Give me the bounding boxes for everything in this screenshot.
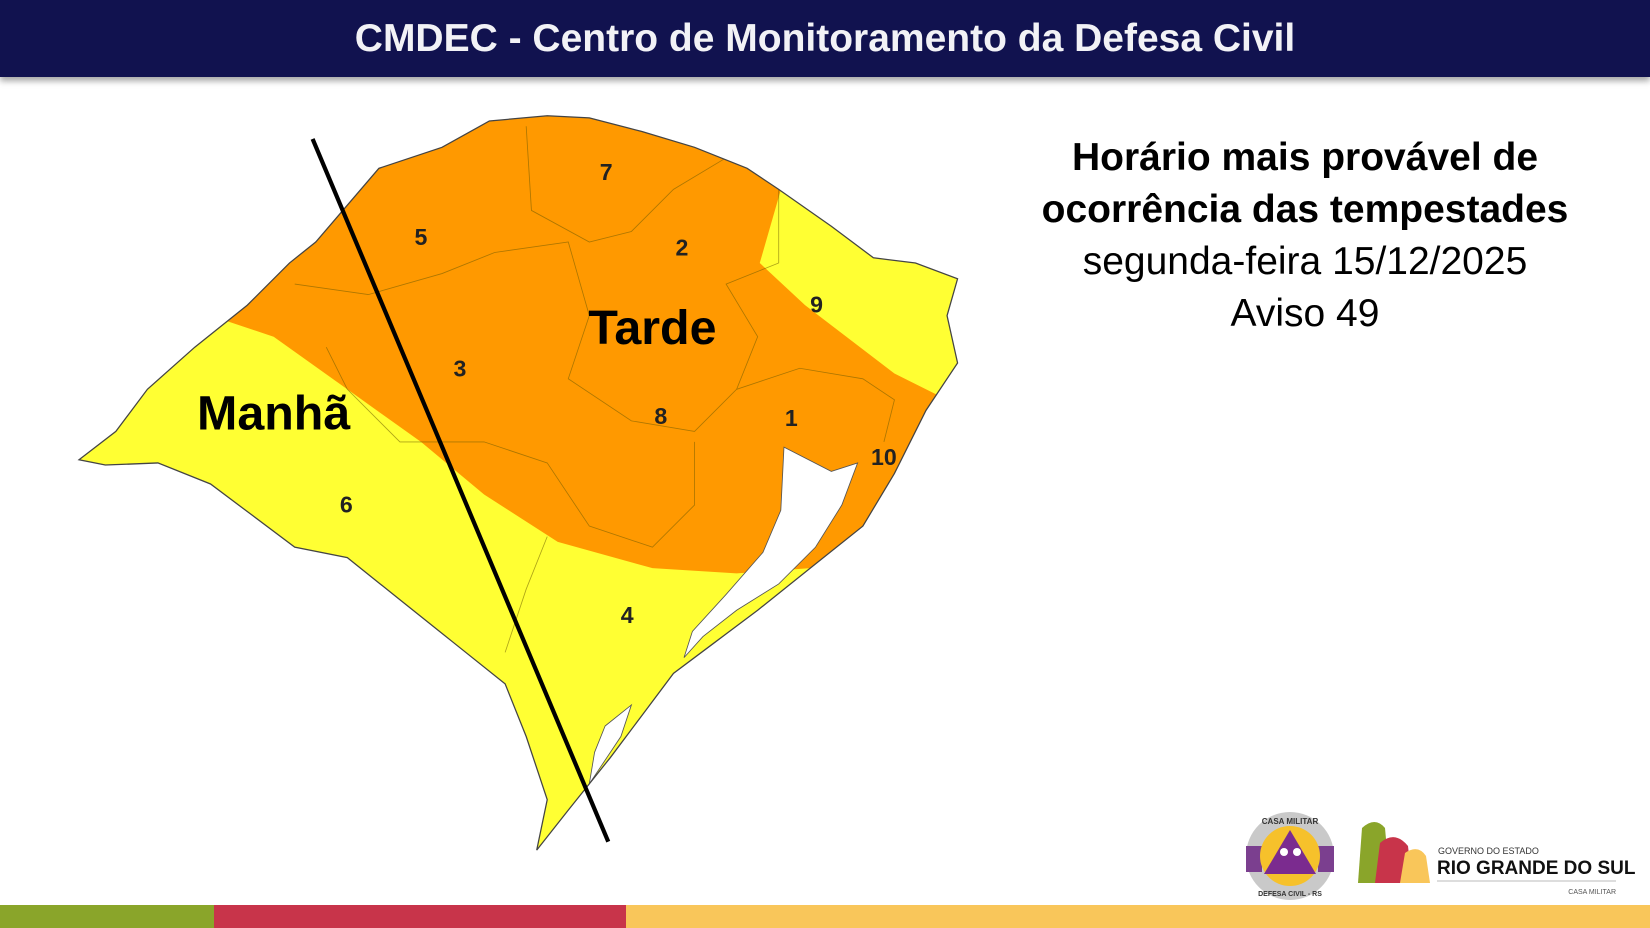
footer-bar-green <box>0 905 214 928</box>
svg-text:GOVERNO DO ESTADO: GOVERNO DO ESTADO <box>1438 846 1539 856</box>
region-label-5: 5 <box>415 224 428 250</box>
region-label-3: 3 <box>453 356 466 382</box>
logos: CASA MILITAR DEFESA CIVIL - RS GOVERNO D… <box>1246 812 1636 900</box>
region-label-2: 2 <box>675 235 688 261</box>
info-notice: Aviso 49 <box>1230 292 1380 335</box>
morning-label: Manhã <box>197 386 351 440</box>
info-title-line2: ocorrência das tempestades <box>1041 188 1569 231</box>
afternoon-zone <box>210 115 948 574</box>
footer-bar-yellow <box>626 905 1650 928</box>
afternoon-label: Tarde <box>588 301 716 355</box>
region-borders <box>294 126 895 653</box>
state-outline <box>77 115 959 851</box>
region-label-4: 4 <box>621 602 634 628</box>
rio-grande-do-sul-logo: GOVERNO DO ESTADO RIO GRANDE DO SUL CASA… <box>1358 822 1636 896</box>
footer-bar-red <box>214 905 626 928</box>
svg-text:CASA MILITAR: CASA MILITAR <box>1568 889 1616 896</box>
info-title-line1: Horário mais provável de <box>1071 136 1539 179</box>
svg-text:CASA MILITAR: CASA MILITAR <box>1262 817 1319 826</box>
defesa-civil-logo: CASA MILITAR DEFESA CIVIL - RS <box>1246 812 1334 900</box>
region-label-7: 7 <box>600 159 613 185</box>
svg-text:DEFESA CIVIL - RS: DEFESA CIVIL - RS <box>1258 891 1322 898</box>
divider-line <box>310 138 611 843</box>
region-label-9: 9 <box>810 291 823 317</box>
region-label-6: 6 <box>340 491 353 517</box>
info-date: segunda-feira 15/12/2025 <box>1082 240 1528 283</box>
lagoa-dos-patos <box>683 446 859 658</box>
page-title: CMDEC - Centro de Monitoramento da Defes… <box>354 16 1296 60</box>
header-bar: CMDEC - Centro de Monitoramento da Defes… <box>0 0 1650 77</box>
region-label-1: 1 <box>785 405 798 431</box>
lagoa-mirim <box>588 703 633 785</box>
svg-text:RIO GRANDE DO SUL: RIO GRANDE DO SUL <box>1437 858 1636 879</box>
region-label-10: 10 <box>871 444 897 470</box>
region-label-8: 8 <box>654 403 667 429</box>
info-panel: Horário mais provável de ocorrência das … <box>1000 132 1610 340</box>
